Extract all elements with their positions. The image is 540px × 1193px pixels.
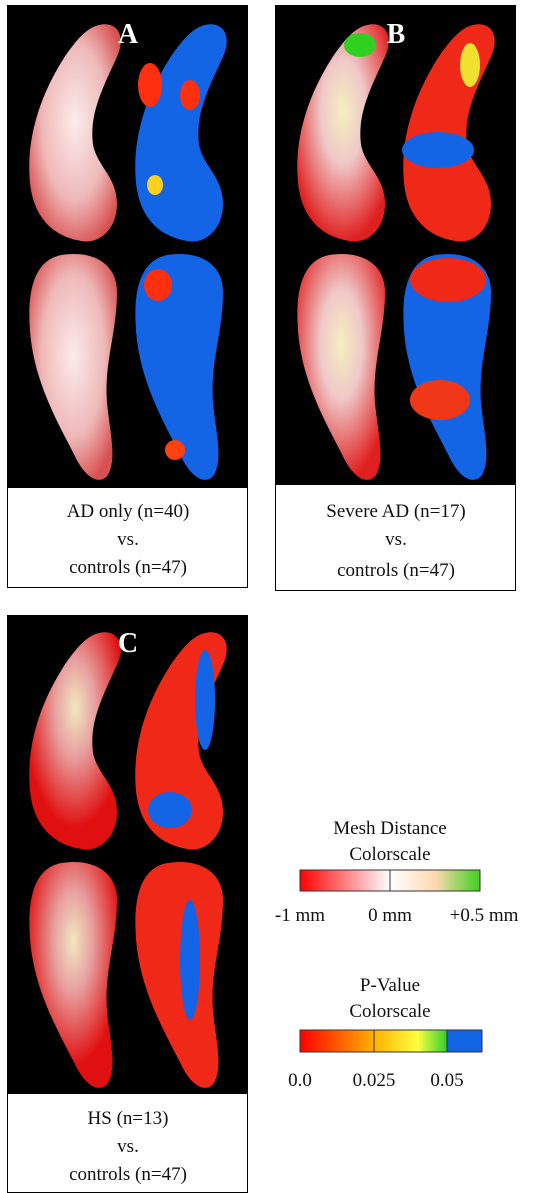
patch (138, 63, 162, 107)
caption: controls (n=47) (337, 560, 455, 581)
patch (410, 258, 486, 302)
caption: vs. (385, 529, 407, 550)
patch (180, 80, 200, 110)
caption: HS (n=13) (88, 1108, 169, 1129)
colorscale-title: P-Value (360, 975, 420, 996)
panel-label: C (118, 628, 138, 659)
patch (195, 650, 215, 750)
caption: vs. (117, 1136, 139, 1157)
panel-label: A (118, 19, 139, 50)
colorscale-label: -1 mm (275, 905, 325, 926)
colorbar (447, 1030, 482, 1052)
colorscale-title: Colorscale (349, 1001, 430, 1022)
patch (410, 380, 470, 420)
panel-label: B (387, 19, 406, 50)
patch (148, 792, 192, 828)
caption: controls (n=47) (69, 1164, 187, 1185)
patch (165, 440, 185, 460)
caption: Severe AD (n=17) (326, 501, 465, 522)
colorscale-label: 0.0 (288, 1070, 312, 1091)
figure: A AD only (n=40) vs. controls (n=47) B S… (0, 0, 540, 1193)
patch (344, 33, 376, 57)
colorscale-label: 0 mm (368, 905, 412, 926)
patch (144, 269, 172, 301)
colorscale-label: 0.025 (353, 1070, 396, 1091)
colorscale-title: Colorscale (349, 844, 430, 865)
colorscale-label: 0.05 (430, 1070, 463, 1091)
patch (402, 132, 474, 168)
caption: controls (n=47) (69, 557, 187, 578)
patch (147, 175, 163, 195)
caption: AD only (n=40) (67, 501, 190, 522)
colorscale-label: +0.5 mm (450, 905, 519, 926)
patch (180, 900, 200, 1020)
caption: vs. (117, 529, 139, 550)
patch (460, 43, 480, 87)
colorscale-title: Mesh Distance (333, 818, 446, 839)
